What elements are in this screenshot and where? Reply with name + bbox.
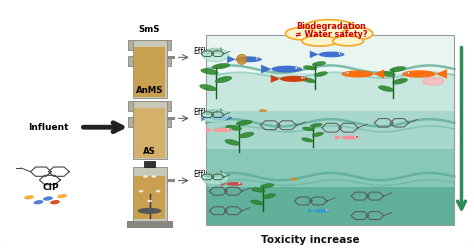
Bar bbox=[133, 167, 166, 220]
Bar bbox=[135, 108, 164, 158]
Circle shape bbox=[338, 53, 342, 54]
Ellipse shape bbox=[290, 178, 298, 181]
Bar bbox=[206, 73, 455, 111]
Circle shape bbox=[302, 77, 304, 78]
Ellipse shape bbox=[236, 56, 262, 62]
Polygon shape bbox=[436, 69, 447, 79]
Ellipse shape bbox=[24, 195, 34, 199]
Bar bbox=[128, 40, 171, 50]
Ellipse shape bbox=[302, 36, 337, 46]
Text: Influent: Influent bbox=[28, 123, 69, 132]
Polygon shape bbox=[271, 75, 280, 83]
Circle shape bbox=[327, 209, 329, 210]
Bar bbox=[127, 220, 172, 227]
Ellipse shape bbox=[137, 208, 162, 214]
Circle shape bbox=[229, 129, 231, 130]
Ellipse shape bbox=[201, 69, 218, 74]
Ellipse shape bbox=[271, 66, 302, 72]
Polygon shape bbox=[261, 65, 272, 73]
Ellipse shape bbox=[310, 123, 322, 127]
Circle shape bbox=[406, 72, 408, 73]
Bar bbox=[135, 176, 164, 219]
Text: Toxicity increase: Toxicity increase bbox=[261, 235, 360, 245]
Circle shape bbox=[228, 117, 229, 118]
Circle shape bbox=[340, 53, 342, 54]
Circle shape bbox=[326, 209, 330, 211]
Ellipse shape bbox=[251, 200, 264, 205]
Ellipse shape bbox=[263, 194, 275, 199]
Ellipse shape bbox=[379, 71, 395, 76]
Circle shape bbox=[345, 72, 347, 73]
Ellipse shape bbox=[239, 132, 254, 138]
Ellipse shape bbox=[341, 135, 360, 140]
Text: SmS: SmS bbox=[139, 25, 160, 34]
Ellipse shape bbox=[315, 72, 328, 77]
Text: Biodegradation: Biodegradation bbox=[297, 22, 366, 31]
Circle shape bbox=[147, 200, 152, 202]
Circle shape bbox=[143, 175, 148, 178]
Text: Effluent: Effluent bbox=[193, 170, 223, 179]
Ellipse shape bbox=[259, 109, 267, 112]
Ellipse shape bbox=[200, 85, 216, 91]
Ellipse shape bbox=[202, 171, 228, 185]
Polygon shape bbox=[201, 115, 209, 121]
Bar bbox=[166, 56, 175, 59]
Bar bbox=[166, 117, 175, 120]
Text: Effluent: Effluent bbox=[193, 47, 223, 56]
Ellipse shape bbox=[341, 70, 374, 78]
Bar bbox=[166, 179, 175, 182]
Polygon shape bbox=[374, 69, 384, 79]
Ellipse shape bbox=[402, 70, 436, 78]
Circle shape bbox=[297, 68, 299, 69]
Ellipse shape bbox=[209, 115, 232, 121]
Bar bbox=[206, 35, 455, 73]
Ellipse shape bbox=[212, 63, 229, 69]
Ellipse shape bbox=[390, 66, 406, 72]
Ellipse shape bbox=[237, 54, 247, 64]
Circle shape bbox=[406, 72, 410, 74]
Text: ≠ Water safety?: ≠ Water safety? bbox=[295, 30, 368, 39]
Ellipse shape bbox=[302, 78, 315, 83]
Polygon shape bbox=[206, 127, 213, 133]
Ellipse shape bbox=[280, 76, 308, 82]
Polygon shape bbox=[227, 56, 236, 63]
Circle shape bbox=[356, 136, 358, 137]
Ellipse shape bbox=[312, 62, 326, 66]
Bar bbox=[206, 149, 455, 187]
Ellipse shape bbox=[302, 20, 356, 38]
Ellipse shape bbox=[202, 48, 228, 62]
Ellipse shape bbox=[34, 200, 44, 204]
Bar bbox=[206, 35, 455, 225]
Ellipse shape bbox=[303, 66, 317, 70]
Ellipse shape bbox=[226, 125, 242, 130]
Circle shape bbox=[295, 67, 299, 69]
Ellipse shape bbox=[378, 86, 393, 92]
Bar bbox=[206, 111, 455, 149]
Circle shape bbox=[257, 58, 259, 59]
Bar bbox=[128, 56, 171, 66]
Circle shape bbox=[228, 128, 231, 130]
Ellipse shape bbox=[251, 188, 265, 192]
Ellipse shape bbox=[302, 127, 314, 131]
Ellipse shape bbox=[342, 28, 373, 40]
Circle shape bbox=[355, 135, 358, 137]
Ellipse shape bbox=[57, 194, 67, 198]
Text: AnMS: AnMS bbox=[136, 86, 164, 95]
Polygon shape bbox=[335, 135, 341, 140]
Ellipse shape bbox=[333, 36, 364, 46]
Bar bbox=[133, 40, 166, 98]
Ellipse shape bbox=[285, 28, 316, 40]
Text: CIP: CIP bbox=[42, 183, 59, 192]
Ellipse shape bbox=[225, 139, 240, 145]
Ellipse shape bbox=[422, 77, 444, 85]
Circle shape bbox=[238, 182, 242, 184]
Ellipse shape bbox=[392, 78, 408, 84]
Ellipse shape bbox=[312, 132, 324, 137]
Ellipse shape bbox=[43, 196, 53, 201]
Ellipse shape bbox=[213, 128, 233, 132]
Ellipse shape bbox=[236, 120, 252, 125]
Ellipse shape bbox=[314, 209, 330, 213]
Ellipse shape bbox=[301, 138, 313, 142]
Ellipse shape bbox=[50, 200, 60, 204]
